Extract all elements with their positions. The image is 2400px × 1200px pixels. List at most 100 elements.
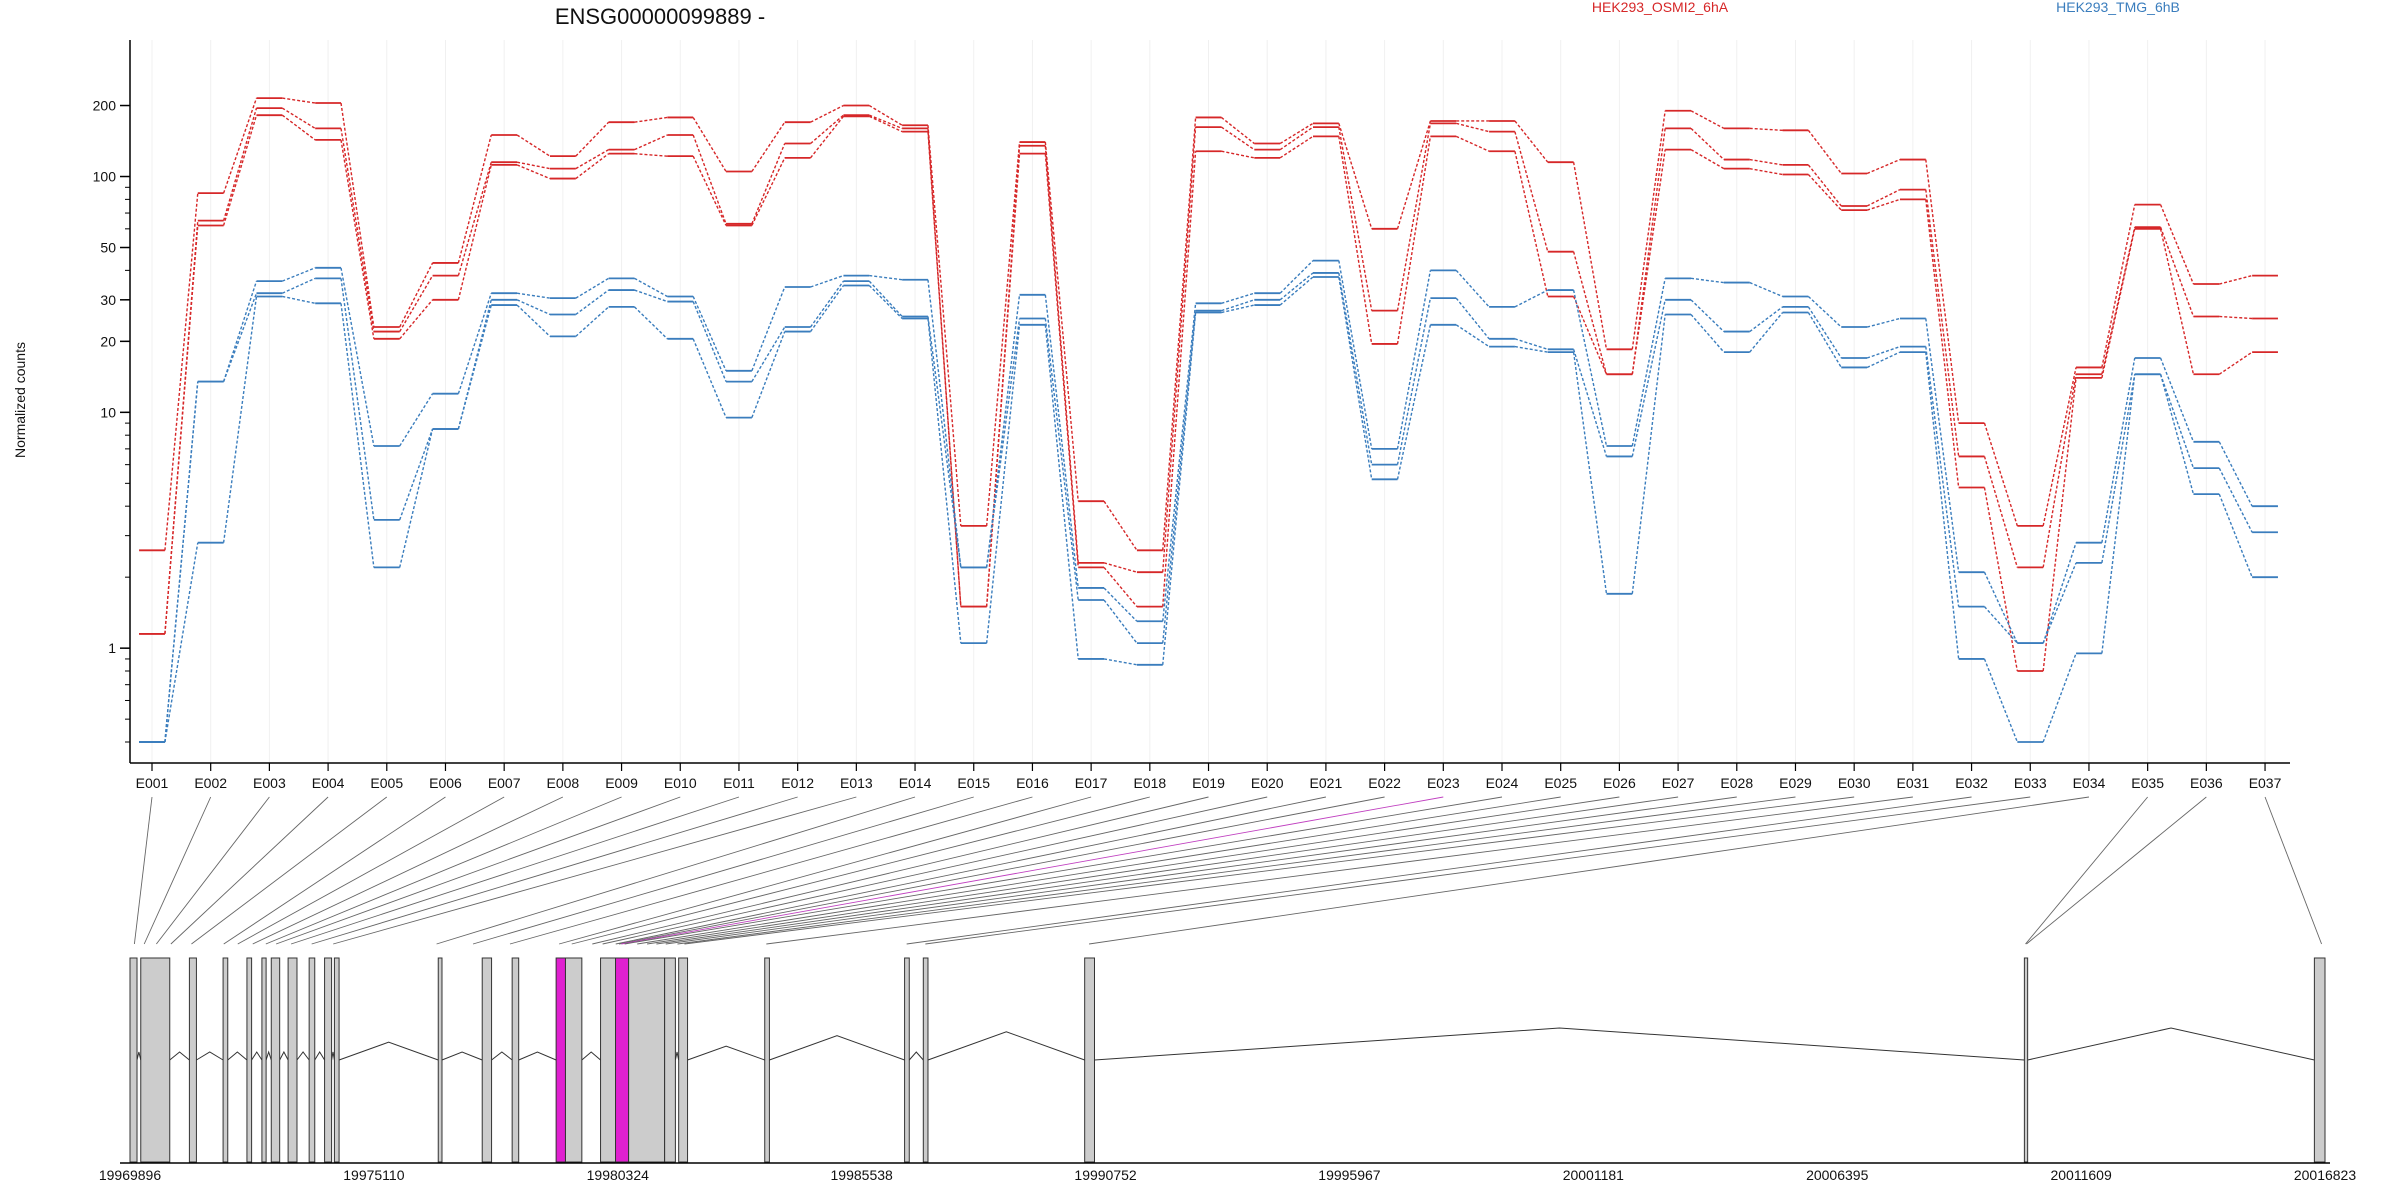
series-connector [1396, 297, 1432, 465]
exon-link-line [656, 796, 1679, 945]
exon-link-line [602, 796, 1268, 945]
series-connector [1279, 122, 1314, 145]
series-connector [1455, 324, 1490, 348]
exon [333, 957, 340, 1163]
genomic-tick-label: 19985538 [831, 1167, 894, 1183]
series-connector [457, 292, 492, 394]
exon [481, 957, 493, 1163]
series-connector [1983, 422, 2019, 527]
series-connector [1866, 351, 1901, 369]
x-tick-label: E034 [2073, 775, 2106, 791]
y-tick-label: 200 [93, 98, 117, 114]
series-connector [692, 301, 727, 382]
series-connector [399, 262, 434, 328]
series-connector [751, 143, 786, 225]
x-tick-label: E013 [840, 775, 873, 791]
series-connector [751, 331, 786, 418]
grid [151, 40, 2266, 763]
series-connector [633, 306, 668, 340]
series-connector [2218, 351, 2253, 375]
x-category-labels: E001 E002 E003 E004 E005 E006 E007 E008 E009 E010… [136, 763, 2282, 791]
exon [246, 957, 253, 1163]
series-connector [810, 274, 844, 288]
series-connector [2101, 357, 2136, 543]
x-tick-label: E011 [723, 775, 755, 791]
series-connector [1925, 352, 1960, 660]
exon-link-line [2026, 796, 2207, 945]
exon-link-line [133, 796, 153, 945]
series-connector [868, 285, 903, 319]
x-tick-label: E024 [1486, 775, 1519, 791]
legend-entry-tmg: HEK293_TMG_6hB [2056, 0, 2180, 15]
series-connector [985, 141, 1021, 526]
series-connector [516, 299, 551, 316]
exon-link-line [637, 796, 1561, 945]
x-tick-label: E001 [136, 775, 169, 791]
series-connector [340, 303, 375, 568]
genomic-axis: 19969896 19975110 19980324 19985538 19990752… [99, 1162, 2357, 1183]
exon [904, 957, 910, 1163]
series-connector [1631, 110, 1666, 350]
y-tick-label: 1 [108, 640, 116, 656]
series-connector [1925, 199, 1960, 488]
series-connector [1690, 299, 1725, 333]
series-connector [692, 296, 727, 372]
series-connector [692, 338, 727, 418]
series-connector [1044, 294, 1079, 589]
exon [1084, 957, 1095, 1163]
y-tick-label: 100 [93, 169, 117, 185]
series-connector [1279, 276, 1314, 306]
series-connector [1631, 299, 1666, 457]
genomic-tick-label: 19980324 [587, 1167, 650, 1183]
series-connector [2042, 542, 2077, 644]
series-connector [1572, 251, 1608, 375]
series-connector [2159, 228, 2195, 375]
exon-link-line [906, 796, 1972, 945]
series-0 [139, 97, 2278, 552]
exon-link-line [624, 796, 1503, 945]
x-tick-label: E004 [312, 775, 345, 791]
series-connector [1338, 276, 1373, 480]
exon [564, 957, 583, 1163]
series-connector [1983, 571, 2018, 644]
exon [188, 957, 197, 1163]
series-connector [1338, 272, 1373, 465]
exon-link-line [223, 796, 446, 945]
exon [308, 957, 316, 1163]
exon-link-line [170, 796, 329, 945]
series-connector [1807, 306, 1842, 359]
series-connector [809, 280, 845, 328]
series-connector [1455, 297, 1490, 340]
exon [764, 957, 770, 1163]
series-connector [1396, 270, 1432, 449]
series-connector [810, 104, 844, 123]
series-connector [1572, 289, 1608, 447]
chart-title: ENSG00000099889 - [555, 4, 765, 29]
genomic-tick-label: 19969896 [99, 1167, 162, 1183]
intron-line [2027, 1027, 2315, 1061]
series-connector [1807, 312, 1842, 368]
exon [261, 957, 267, 1163]
series-connector [1866, 188, 1901, 207]
series-connector [810, 114, 844, 145]
exon-link-line [265, 796, 622, 945]
series-connector [1514, 120, 1549, 163]
series-connector [1221, 150, 1255, 159]
series-connector [1221, 304, 1255, 314]
series-connector [1221, 299, 1255, 312]
series-connector [282, 277, 316, 294]
y-tick-label: 20 [100, 333, 116, 349]
exon [129, 957, 138, 1163]
series-connector [1103, 562, 1138, 573]
axes: 1 10 20 30 50 100 200 [93, 40, 2290, 764]
exon-link-line [2025, 796, 2148, 945]
series-connector [1807, 164, 1842, 207]
intron-line [265, 1050, 272, 1061]
x-tick-label: E021 [1310, 775, 1343, 791]
intron-line [674, 1051, 680, 1061]
exon-link-line [509, 796, 1033, 945]
series-connector [2042, 367, 2077, 527]
genomic-tick-label: 20016823 [2294, 1167, 2357, 1183]
series-connector [164, 193, 199, 551]
exon-link-line [1089, 796, 2090, 945]
